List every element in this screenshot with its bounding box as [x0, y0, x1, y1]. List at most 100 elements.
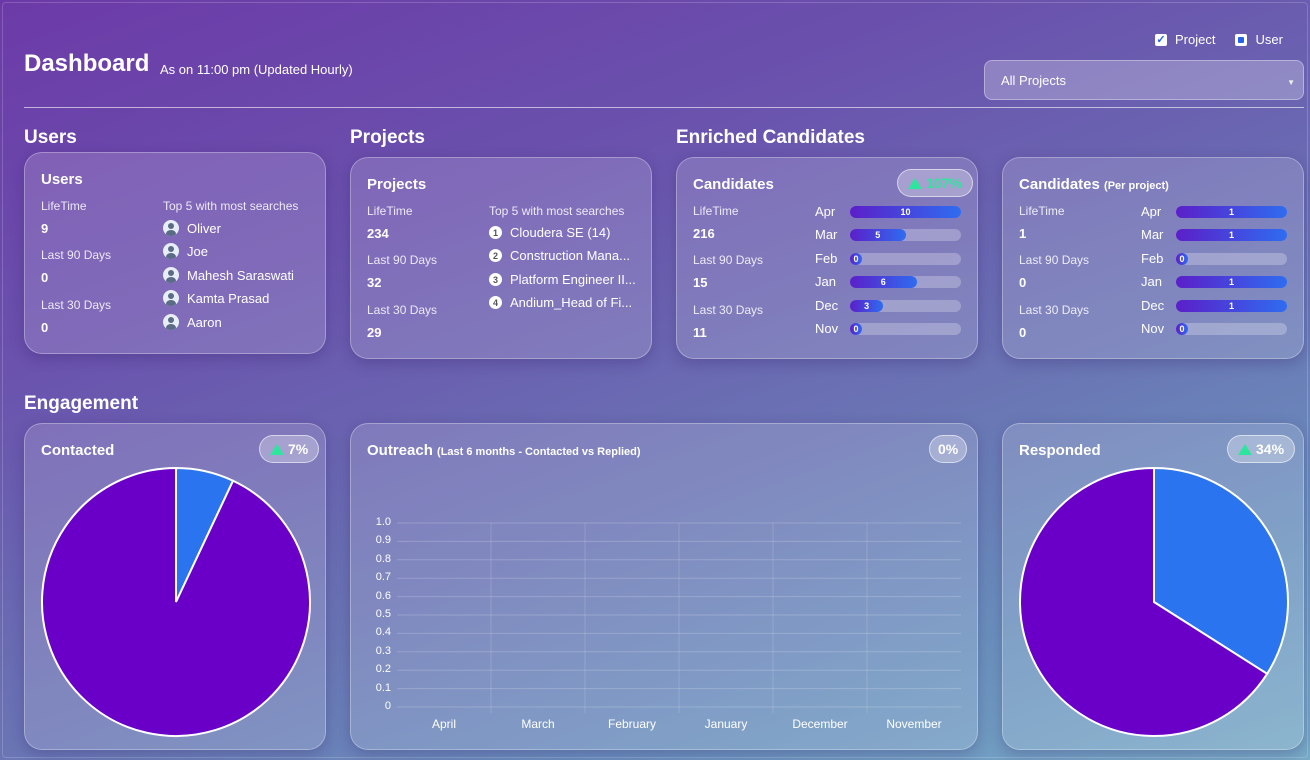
bar-fill: 1 — [1176, 276, 1287, 288]
bar-fill: 1 — [1176, 206, 1287, 218]
bar-track: 6 — [850, 276, 961, 288]
last-90-days-label: Last 90 Days — [1019, 253, 1090, 267]
y-axis-tick-label: 0.9 — [375, 534, 391, 547]
top-user-item: Oliver — [163, 220, 221, 236]
trend-up-icon — [1238, 443, 1252, 455]
projects-lifetime-value: 234 — [367, 226, 389, 241]
last-30-days-label: Last 30 Days — [367, 303, 438, 317]
projects-30-days-value: 29 — [367, 325, 382, 340]
project-select[interactable]: All Projects ▼ — [984, 60, 1304, 100]
month-label: Nov — [1141, 321, 1165, 336]
section-enriched-title: Enriched Candidates — [676, 127, 865, 148]
month-label: Mar — [815, 227, 838, 242]
y-axis-tick-label: 0.2 — [375, 663, 391, 676]
bar-fill: 5 — [850, 229, 906, 241]
bar-fill: 6 — [850, 276, 917, 288]
project-toggle-label: Project — [1175, 32, 1216, 47]
pie-slice[interactable] — [1019, 466, 1269, 737]
bar-fill: 0 — [1176, 253, 1188, 265]
month-label: Dec — [815, 298, 839, 313]
section-engagement-title: Engagement — [24, 393, 139, 414]
bar-track: 3 — [850, 300, 961, 312]
avatar-icon — [163, 290, 179, 306]
outreach-card: Outreach (Last 6 months - Contacted vs R… — [350, 423, 978, 750]
y-axis-tick-label: 0.1 — [375, 681, 391, 694]
outreach-card-title: Outreach (Last 6 months - Contacted vs R… — [367, 442, 641, 459]
outreach-line-chart: 1.0 0.9 0.8 0.7 0.6 0.5 0.4 0.3 0.2 0.1 0 April Marc… — [351, 424, 979, 751]
per-project-lifetime-value: 1 — [1019, 226, 1027, 241]
top-project-item[interactable]: 3 Platform Engineer II... — [489, 272, 636, 287]
x-axis-tick-label: March — [521, 717, 555, 731]
bar-track: 10 — [850, 206, 961, 218]
top-project-item[interactable]: 1 Cloudera SE (14) — [489, 225, 610, 240]
month-label: Jan — [1141, 274, 1162, 289]
x-axis-tick-label: January — [704, 717, 748, 731]
top-project-item[interactable]: 2 Construction Mana... — [489, 248, 630, 263]
x-axis-tick-label: April — [431, 717, 456, 731]
users-90-days-value: 0 — [41, 270, 49, 285]
top-users-label: Top 5 with most searches — [163, 199, 299, 213]
x-axis-tick-label: December — [792, 717, 848, 731]
month-label: Dec — [1141, 298, 1165, 313]
projects-card: Projects LifeTime 234 Last 90 Days 32 La… — [350, 157, 652, 359]
lifetime-label: LifeTime — [41, 199, 87, 213]
user-toggle[interactable]: User — [1235, 32, 1283, 47]
bar-fill: 0 — [850, 323, 862, 335]
candidates-card: Candidates 107% LifeTime 216 Last 90 Day… — [676, 157, 978, 359]
responded-growth-badge: 34% — [1227, 435, 1296, 463]
top-project-item[interactable]: 4 Andium_Head of Fi... — [489, 295, 632, 310]
x-axis-tick-label: February — [607, 717, 657, 731]
bar-track: 1 — [1176, 276, 1287, 288]
y-axis-tick-label: 0.7 — [375, 571, 391, 584]
responded-pie-chart — [1019, 466, 1289, 737]
bar-fill: 1 — [1176, 300, 1287, 312]
last-90-days-label: Last 90 Days — [367, 253, 438, 267]
projects-90-days-value: 32 — [367, 275, 382, 290]
top-user-item: Mahesh Saraswati — [163, 267, 294, 283]
bar-fill: 10 — [850, 206, 961, 218]
bar-track: 1 — [1176, 300, 1287, 312]
month-label: Apr — [1141, 204, 1162, 219]
month-label: Apr — [815, 204, 836, 219]
trend-up-icon — [908, 177, 922, 189]
pie-slice[interactable] — [41, 466, 311, 737]
last-30-days-label: Last 30 Days — [1019, 303, 1090, 317]
users-lifetime-value: 9 — [41, 221, 49, 236]
outreach-change-badge: 0% — [929, 435, 968, 463]
per-project-30-days-value: 0 — [1019, 325, 1027, 340]
users-card-title: Users — [41, 171, 83, 188]
bar-track: 1 — [1176, 206, 1287, 218]
top-user-item: Joe — [163, 243, 208, 259]
header-divider — [24, 107, 1304, 108]
last-90-days-label: Last 90 Days — [693, 253, 764, 267]
rank-badge: 3 — [489, 273, 502, 286]
y-axis-tick-label: 0 — [384, 700, 391, 712]
chevron-down-icon: ▼ — [1287, 78, 1295, 87]
project-select-value: All Projects — [1001, 73, 1067, 88]
bar-track: 0 — [850, 253, 961, 265]
bar-fill: 1 — [1176, 229, 1287, 241]
month-label: Mar — [1141, 227, 1164, 242]
top-user-item: Kamta Prasad — [163, 290, 269, 306]
y-axis-tick-label: 0.4 — [375, 626, 391, 639]
candidates-lifetime-value: 216 — [693, 226, 715, 241]
last-30-days-label: Last 30 Days — [41, 298, 112, 312]
checkbox-unchecked-icon[interactable] — [1235, 33, 1248, 46]
lifetime-label: LifeTime — [693, 204, 739, 218]
bar-track: 5 — [850, 229, 961, 241]
rank-badge: 1 — [489, 226, 502, 239]
bar-track: 0 — [1176, 253, 1287, 265]
top-projects-label: Top 5 with most searches — [489, 204, 625, 218]
candidates-90-days-value: 15 — [693, 275, 708, 290]
lifetime-label: LifeTime — [367, 204, 413, 218]
project-toggle[interactable]: ✓ Project — [1155, 32, 1215, 47]
last-30-days-label: Last 30 Days — [693, 303, 764, 317]
avatar-icon — [163, 220, 179, 236]
user-toggle-label: User — [1255, 32, 1283, 47]
y-axis-tick-label: 0.5 — [375, 608, 391, 620]
responded-card: Responded 34% — [1002, 423, 1304, 750]
checkbox-checked-icon[interactable]: ✓ — [1155, 33, 1167, 46]
rank-badge: 4 — [489, 296, 502, 309]
section-projects-title: Projects — [350, 127, 425, 148]
